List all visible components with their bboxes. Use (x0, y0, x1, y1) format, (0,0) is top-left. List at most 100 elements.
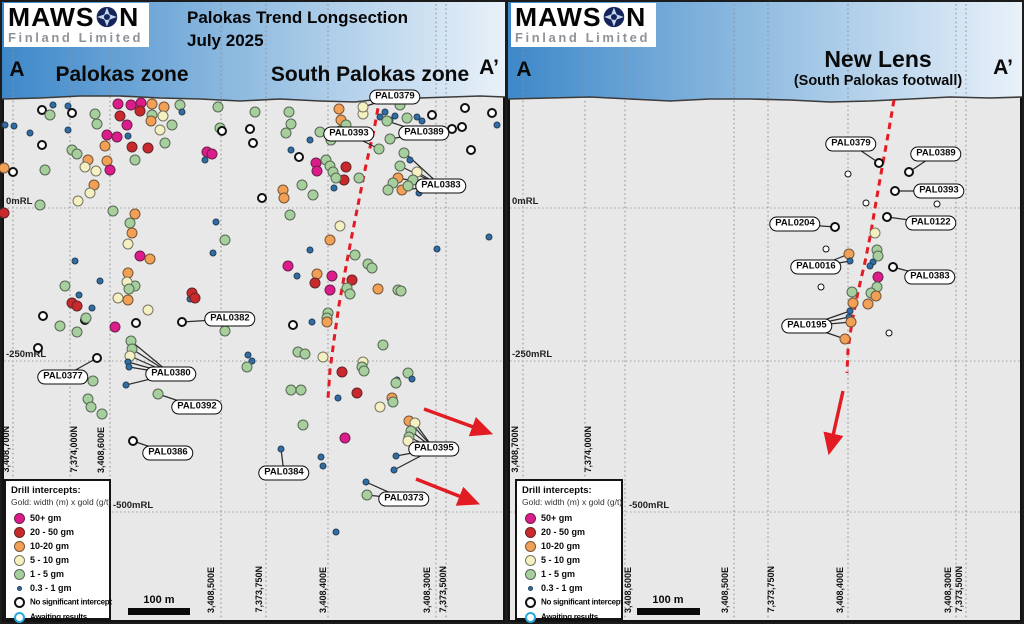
intercept-dot-o (278, 192, 290, 204)
drillhole-label-PAL0373: PAL0373 (378, 491, 430, 507)
coordinate-label: 3,408,600E (623, 566, 633, 613)
intercept-dot-g (299, 348, 311, 360)
intercept-dot-o (129, 208, 141, 220)
intercept-dot-ws (933, 200, 941, 208)
intercept-dot-b (406, 156, 414, 164)
intercept-dot-b (178, 108, 186, 116)
legend-item: Awaiting results (517, 610, 621, 624)
logo-subtitle: Finland Limited (8, 30, 144, 45)
rl-label: -250mRL (512, 349, 553, 360)
intercept-dot-r (126, 141, 138, 153)
legend-box: Drill intercepts: Gold: width (m) x gold … (4, 479, 112, 623)
mawson-logo-word: MAWS N (8, 4, 146, 30)
intercept-dot-g (296, 179, 308, 191)
intercept-dot-c (72, 195, 84, 207)
coordinate-label: 3,408,300E (422, 566, 432, 613)
intercept-dot-m (324, 284, 336, 296)
drillhole-label-PAL0386: PAL0386 (142, 445, 194, 461)
legend-swatch-r (525, 526, 536, 538)
intercept-dot-o (122, 294, 134, 306)
intercept-dot-g (377, 339, 389, 351)
intercept-dot-b (332, 528, 340, 536)
intercept-dot-w (457, 122, 467, 132)
drillhole-label-PAL0395: PAL0395 (408, 441, 460, 457)
intercept-dot-w (33, 343, 43, 353)
intercept-dot-o (839, 333, 851, 345)
intercept-dot-g (54, 320, 66, 332)
legend-swatch-o (525, 540, 536, 552)
compass-o-icon (96, 6, 118, 28)
intercept-dot-r (134, 105, 146, 117)
zone-label: (South Palokas footwall) (793, 73, 963, 89)
intercept-dot-g (241, 361, 253, 373)
legend-swatch-b (528, 585, 533, 591)
intercept-dot-b (49, 101, 57, 109)
intercept-dot-b (391, 112, 399, 120)
intercept-dot-b (392, 452, 400, 460)
intercept-dot-g (382, 184, 394, 196)
intercept-dot-b (26, 129, 34, 137)
intercept-dot-w (248, 138, 258, 148)
intercept-dot-g (87, 375, 99, 387)
intercept-dot-m (339, 432, 351, 444)
legend-subtitle: Gold: width (m) x gold (g/t) (522, 497, 623, 507)
intercept-dot-b (306, 246, 314, 254)
intercept-dot-g (349, 249, 361, 261)
intercept-dot-g (395, 285, 407, 297)
section-end-label: A’ (993, 56, 1013, 79)
legend-item: Awaiting results (6, 610, 109, 624)
legend-item: No significant intercept (517, 595, 623, 609)
intercept-dot-b (88, 304, 96, 312)
intercept-dot-c (142, 304, 154, 316)
legend-item: 5 - 10 gm (6, 553, 109, 567)
intercept-dot-ws (862, 199, 870, 207)
intercept-dot-w (830, 222, 840, 232)
intercept-dot-g (373, 143, 385, 155)
intercept-dot-g (280, 127, 292, 139)
intercept-dot-g (285, 118, 297, 130)
intercept-dot-m (109, 321, 121, 333)
intercept-dot-g (71, 148, 83, 160)
intercept-dot-g (39, 164, 51, 176)
intercept-dot-g (394, 160, 406, 172)
intercept-dot-g (384, 133, 396, 145)
intercept-dot-r (114, 110, 126, 122)
legend-label: 0.3 - 1 gm (541, 583, 583, 593)
legend-item: 50+ gm (6, 511, 109, 525)
intercept-dot-g (159, 137, 171, 149)
intercept-dot-c (157, 110, 169, 122)
coordinate-label: 7,373,750N (254, 566, 264, 613)
intercept-dot-g (846, 286, 858, 298)
drillhole-label-PAL0379: PAL0379 (369, 89, 421, 105)
intercept-dot-g (295, 384, 307, 396)
intercept-dot-r (351, 387, 363, 399)
intercept-dot-g (34, 199, 46, 211)
intercept-dot-b (71, 257, 79, 265)
intercept-dot-g (152, 388, 164, 400)
coordinate-label: 3,408,400E (835, 566, 845, 613)
intercept-dot-g (401, 112, 413, 124)
legend-title: Drill intercepts: (11, 485, 81, 496)
intercept-dot-b (277, 445, 285, 453)
legend-swatch-o (14, 540, 25, 552)
intercept-dot-w (257, 193, 267, 203)
legend-label: Awaiting results (541, 612, 598, 622)
intercept-dot-m (282, 260, 294, 272)
intercept-dot-b (362, 478, 370, 486)
drillhole-label-PAL0377: PAL0377 (37, 369, 89, 385)
intercept-dot-b (1, 121, 9, 129)
legend-label: 10-20 gm (30, 541, 70, 551)
legend-item: 1 - 5 gm (517, 567, 621, 581)
legend-label: 1 - 5 gm (541, 569, 576, 579)
intercept-dot-w (217, 126, 227, 136)
intercept-dot-g (381, 115, 393, 127)
intercept-dot-g (283, 106, 295, 118)
legend-label: 20 - 50 gm (30, 527, 75, 537)
intercept-dot-w (882, 212, 892, 222)
intercept-dot-w (128, 436, 138, 446)
rl-label: -500mRL (113, 500, 154, 511)
intercept-dot-b (485, 233, 493, 241)
mawson-logo-right: MAWS N Finland Limited (511, 3, 657, 47)
logo-text-left: MAWS (8, 2, 95, 32)
legend-item: 10-20 gm (517, 539, 621, 553)
